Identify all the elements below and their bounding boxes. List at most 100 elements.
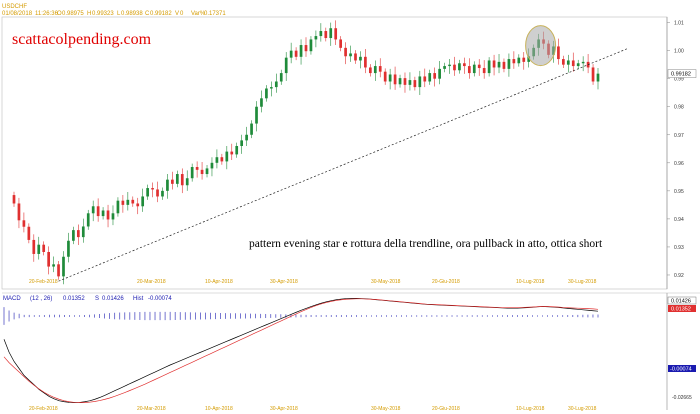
macd-axis-label-signal: 0.01426	[671, 299, 691, 305]
candle-body	[96, 206, 100, 217]
candle-body	[106, 210, 110, 220]
candle-body	[220, 157, 224, 162]
last-price-marker	[667, 69, 697, 78]
price-x-tick-label: 30-May-2018	[371, 279, 401, 285]
hist-value: -0.00074	[148, 296, 172, 302]
price-x-tick-label: 10-Lug-2018	[516, 279, 545, 285]
candle-body	[383, 71, 387, 82]
candle-body	[171, 179, 174, 184]
candle-body	[329, 28, 333, 39]
candle-body	[472, 64, 476, 74]
candle-body	[126, 199, 130, 205]
candle-body	[289, 50, 293, 58]
candle-body	[175, 174, 179, 184]
candle-body	[443, 66, 446, 69]
candle-body	[393, 74, 397, 85]
candle-body	[497, 61, 501, 68]
candle-body	[388, 74, 392, 82]
price-tick-label: 0.97	[674, 133, 684, 139]
candle-body	[364, 56, 367, 68]
candle-body	[146, 188, 149, 197]
candle-body	[255, 106, 258, 124]
var-value: 0.17371	[204, 11, 226, 17]
candle-body	[373, 66, 377, 74]
var-label: Var%	[191, 11, 206, 17]
signal-axis-box	[667, 296, 697, 305]
hist-axis-box	[668, 365, 696, 372]
candle-body	[230, 151, 234, 155]
candle-body	[477, 64, 481, 69]
open-label: O	[57, 11, 62, 17]
candle-body	[324, 31, 328, 39]
candle-body	[482, 68, 486, 74]
candle-body	[205, 168, 209, 175]
candle-body	[240, 140, 244, 146]
candle-body	[512, 59, 516, 64]
candle-body	[314, 36, 318, 40]
candle-body	[398, 78, 402, 85]
candle-body	[250, 123, 253, 135]
trendline	[58, 48, 629, 282]
price-tick-label: 0.94	[674, 217, 684, 223]
candle-body	[57, 264, 60, 277]
macd-x-tick-label: 20-Mar-2018	[137, 406, 166, 412]
candlestick-series	[12, 20, 600, 285]
macd-x-tick-label: 30-May-2018	[371, 406, 401, 412]
candle-body	[423, 76, 427, 82]
price-x-tick-label: 30-Apr-2018	[270, 279, 298, 285]
macd-histogram	[3, 307, 599, 325]
candle-body	[591, 67, 595, 82]
candle-body	[161, 190, 164, 197]
price-x-tick-label: 20-Giu-2018	[432, 279, 460, 285]
candle-body	[81, 226, 85, 238]
candle-body	[86, 213, 90, 227]
macd-axis-label-hist: -0.00074	[670, 367, 692, 373]
price-x-tick-label: 10-Apr-2018	[205, 279, 233, 285]
macd-x-tick-label: 10-Lug-2018	[516, 406, 545, 412]
candle-body	[52, 264, 55, 267]
macd-x-axis: 20-Feb-2018 20-Mar-2018 10-Apr-2018 30-Apr-…	[29, 406, 597, 412]
price-x-tick-label: 20-Mar-2018	[137, 279, 166, 285]
candle-body	[527, 56, 531, 62]
candle-body	[334, 28, 338, 40]
low-label: L	[117, 11, 121, 17]
candle-body	[562, 59, 565, 65]
candle-body	[121, 200, 125, 205]
price-tick-label: 0.96	[674, 161, 684, 167]
candle-body	[116, 200, 120, 214]
hist-label: Hist	[133, 296, 144, 302]
candle-body	[517, 57, 521, 64]
candle-body	[463, 63, 466, 67]
candle-body	[349, 53, 352, 57]
candle-body	[225, 151, 229, 162]
candle-body	[368, 67, 372, 74]
macd-x-tick-label: 10-Apr-2018	[205, 406, 233, 412]
candle-body	[274, 81, 278, 88]
annotation-text: pattern evening star e rottura della tre…	[249, 238, 603, 250]
candle-body	[304, 45, 308, 52]
macd-axis-label-min: -0.02665	[672, 395, 692, 401]
candle-body	[596, 73, 600, 82]
close-value: 0.99182	[150, 11, 172, 17]
candle-body	[403, 78, 407, 85]
candle-body	[166, 179, 169, 191]
signal-line	[3, 298, 599, 404]
candle-body	[294, 50, 298, 57]
price-x-axis: 20-Feb-2018 20-Mar-2018 10-Apr-2018 30-Apr-…	[29, 279, 597, 285]
candle-body	[190, 167, 194, 179]
candle-body	[136, 203, 140, 207]
time-label: 11:26:36	[35, 11, 59, 17]
candle-body	[507, 59, 511, 69]
vol-value: 0	[180, 11, 184, 17]
candle-body	[492, 60, 496, 68]
macd-line	[3, 297, 599, 404]
candle-body	[37, 244, 41, 254]
candle-body	[200, 169, 204, 175]
candle-body	[141, 196, 145, 207]
candle-body	[408, 80, 412, 85]
candle-body	[378, 66, 382, 72]
low-value: 0.98938	[121, 11, 143, 17]
price-tick-label: 1.00	[674, 49, 684, 55]
candle-body	[111, 213, 115, 220]
